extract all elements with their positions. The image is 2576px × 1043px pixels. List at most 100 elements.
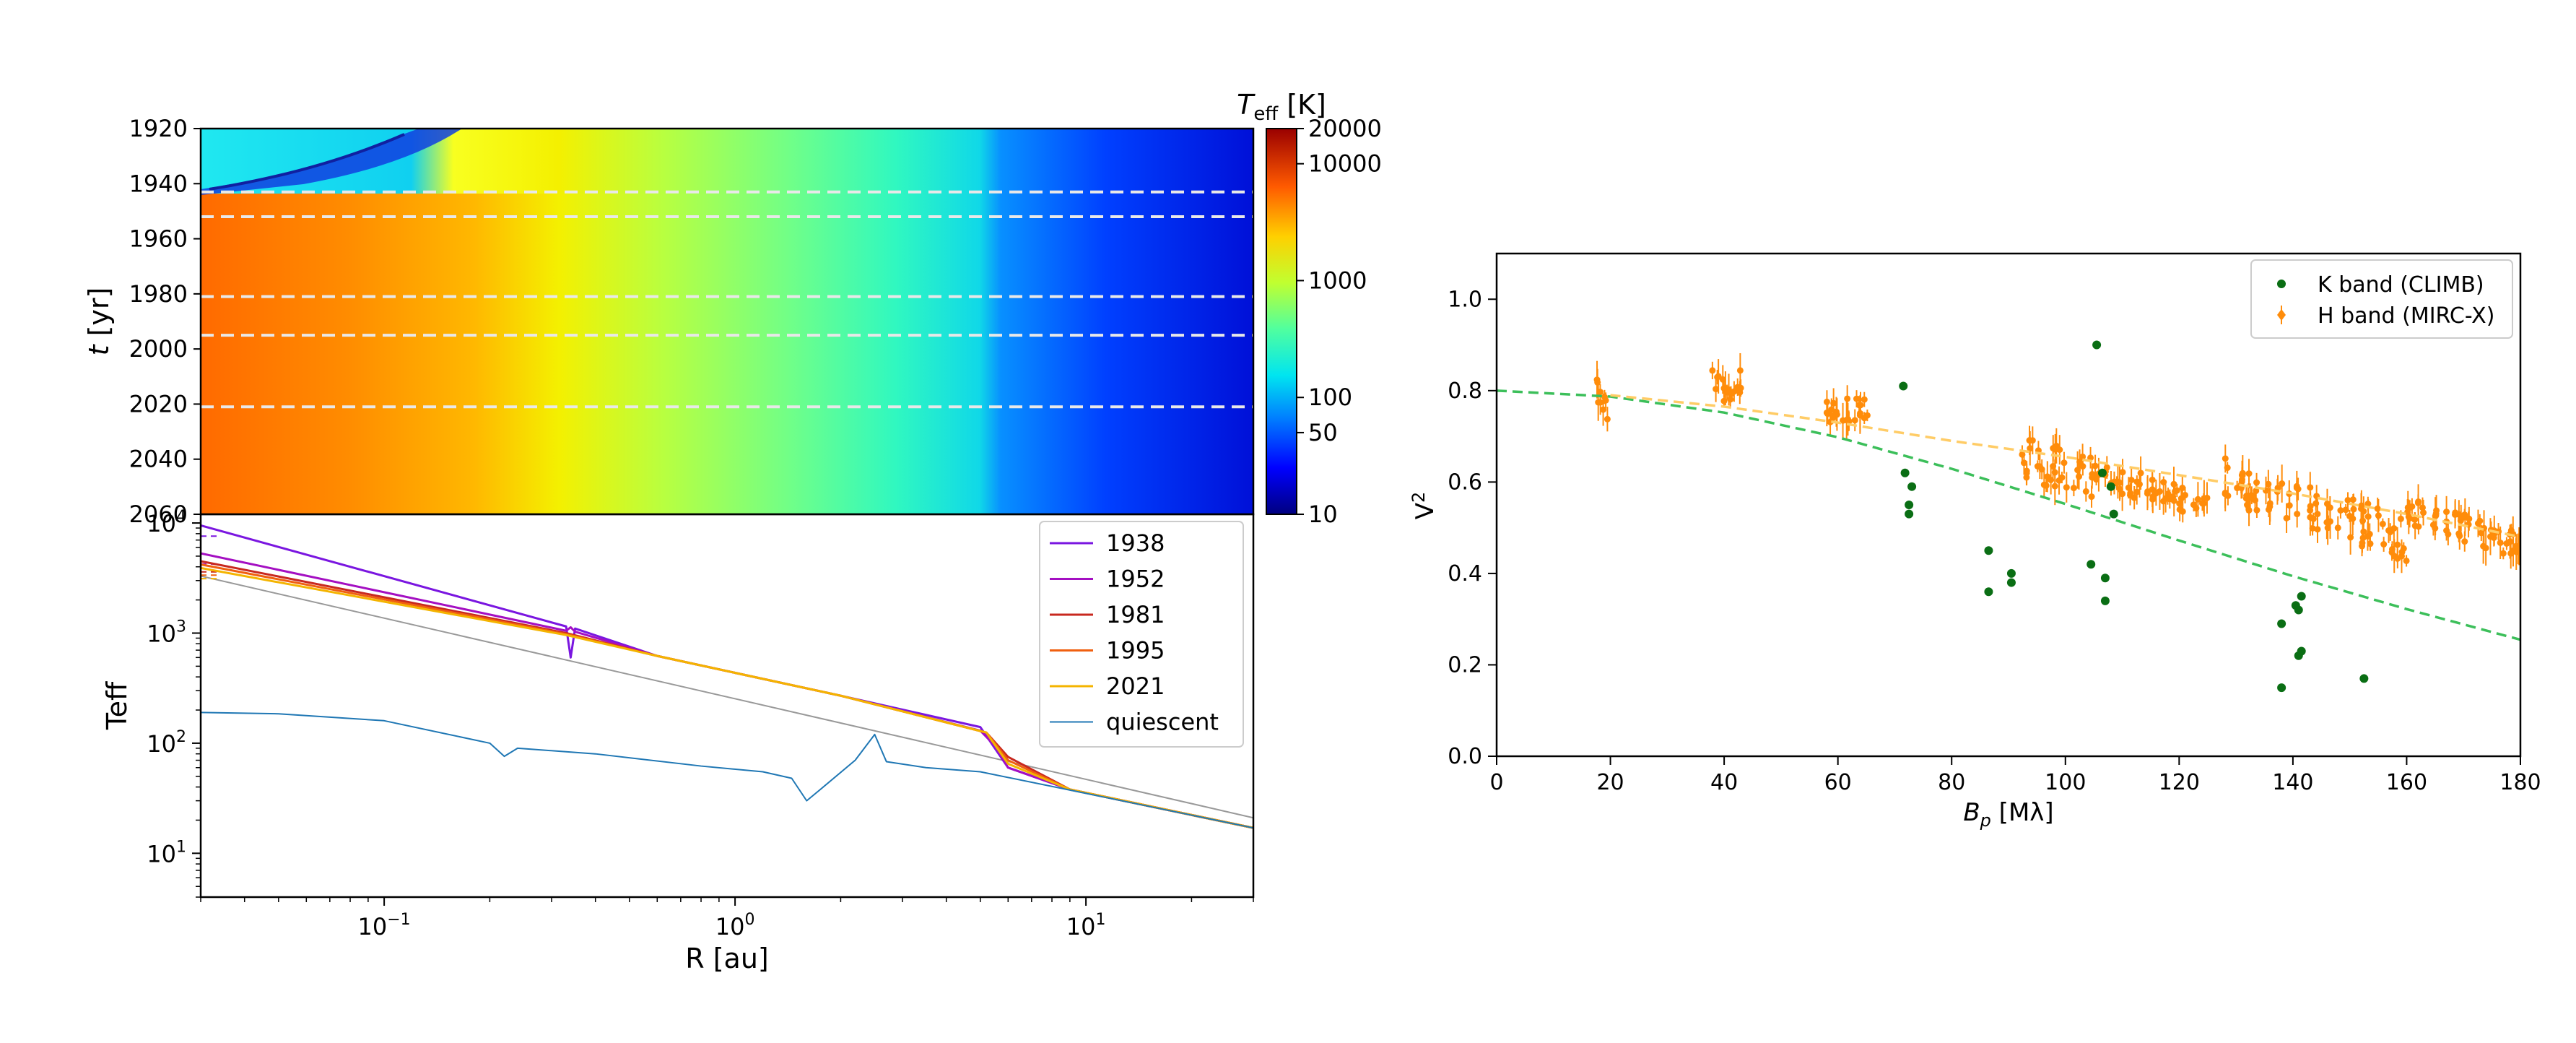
h-band-point [2087, 454, 2094, 462]
h-band-point [2170, 480, 2177, 488]
k-band-point [1900, 468, 1910, 477]
h-band-point [2461, 511, 2468, 519]
h-band-point [2266, 500, 2273, 507]
k-band-point [2100, 574, 2110, 583]
h-band-point [2374, 505, 2381, 512]
h-band-point [1602, 397, 1609, 404]
h-band-point [2133, 478, 2141, 485]
h-band-point [2113, 480, 2120, 487]
h-band-point [1727, 396, 1734, 403]
h-band-point [2497, 539, 2504, 546]
h-band-point [2179, 508, 2186, 515]
h-band-point [1861, 396, 1868, 403]
h-band-point [2222, 455, 2229, 462]
visibility-scatter-panel: 0 20 40 60 80 100 120 140 160 180 0.0 0.2 0.4 0.6 0.8… [1409, 252, 2541, 831]
h-band-point [2128, 477, 2135, 484]
line-y-ticks: 101 102 103 104 [147, 508, 201, 898]
h-band-point [2307, 484, 2314, 491]
h-band-point [1856, 410, 1863, 417]
h-band-point [2499, 550, 2507, 557]
h-band-point [1709, 367, 1716, 374]
h-band-point [1844, 395, 1851, 402]
series-line-2021 [201, 566, 1253, 829]
h-band-point [2347, 534, 2354, 541]
h-band-point [1823, 398, 1830, 405]
line-legend: 1938 1952 1981 1995 2021 quiescent [1039, 521, 1244, 748]
scatter-y-axis-label: V2 [1409, 492, 1440, 520]
colorbar-gradient [1266, 128, 1297, 515]
h-band-point [1736, 389, 1744, 396]
scatter-x-tick-label: 180 [2499, 770, 2541, 795]
h-band-point [2337, 507, 2344, 514]
h-band-point [2482, 545, 2489, 552]
heatmap-y-tick-label: 1960 [129, 225, 188, 253]
h-band-point [2294, 485, 2302, 493]
h-band-point [2364, 513, 2372, 520]
h-band-point [2116, 485, 2123, 493]
h-band-point [2294, 511, 2301, 518]
h-band-point [2419, 504, 2426, 511]
legend-label-1995: 1995 [1106, 637, 1165, 665]
h-band-point [2360, 528, 2367, 535]
colorbar-tick-label: 50 [1308, 419, 1338, 446]
h-band-point [1731, 388, 1738, 395]
line-x-axis-label: R [au] [685, 943, 769, 974]
teff-line-panel: 10−1 100 101 101 102 103 104 R [au] Teff 1938… [101, 508, 1255, 974]
h-band-point [1713, 386, 1720, 393]
line-y-tick-label: 103 [147, 618, 186, 647]
h-band-point [2092, 462, 2099, 469]
h-band-point [1736, 367, 1744, 374]
legend-label-2021: 2021 [1106, 672, 1165, 700]
k-band-point [2100, 596, 2110, 605]
h-band-point [2044, 473, 2051, 480]
h-band-point [2359, 540, 2366, 547]
h-band-point [2364, 532, 2371, 540]
h-band-point [2443, 508, 2450, 516]
h-band-point [2182, 491, 2189, 498]
h-band-point [2350, 506, 2357, 513]
scatter-x-tick-label: 60 [1824, 770, 1852, 795]
k-band-point [2006, 568, 2016, 578]
scatter-x-axis-label: Bp [Mλ] [1963, 798, 2053, 831]
k-band-point [2087, 560, 2096, 569]
h-band-point [2149, 476, 2156, 483]
series-line-quiescent [201, 711, 1253, 829]
h-band-point [1593, 376, 1601, 384]
h-band-point [2397, 515, 2404, 522]
h-band-point [2119, 469, 2126, 476]
scatter-x-tick-label: 20 [1596, 770, 1624, 795]
h-band-point [2173, 487, 2180, 494]
h-band-point [1851, 417, 1858, 424]
line-x-tick-label: 10−1 [358, 911, 411, 940]
h-band-point [2359, 517, 2367, 524]
h-band-point [2478, 529, 2485, 537]
k-band-point [2277, 619, 2286, 628]
heatmap-arc-edge [209, 133, 405, 191]
h-band-point [2385, 527, 2393, 534]
k-band-point [2359, 674, 2369, 683]
h-band-point [1720, 385, 1728, 392]
k-band-point [1907, 482, 1917, 491]
h-band-point [2456, 532, 2463, 540]
scatter-y-tick-label: 0.2 [1448, 652, 1482, 678]
k-band-point [2097, 468, 2107, 477]
model-line-0 [1497, 389, 2520, 641]
legend-label-quiescent: quiescent [1106, 709, 1219, 736]
h-band-point [2510, 547, 2517, 554]
h-band-point [2093, 476, 2100, 483]
h-band-point [2344, 496, 2351, 503]
h-band-point [2239, 469, 2246, 477]
h-band-point [2279, 480, 2286, 488]
h-band-point [2234, 485, 2241, 492]
heatmap-dashed-lines [201, 190, 1253, 409]
h-band-point [2346, 512, 2353, 519]
h-band-point [2394, 541, 2401, 548]
heatmap-y-tick-label: 1980 [129, 280, 188, 308]
k-band-point [2106, 482, 2115, 491]
scatter-y-tick-label: 0.8 [1448, 378, 1482, 404]
h-band-point [2179, 484, 2186, 491]
h-band-point [2445, 531, 2452, 538]
h-band-point [2314, 511, 2321, 518]
legend-label-1938: 1938 [1106, 529, 1165, 557]
